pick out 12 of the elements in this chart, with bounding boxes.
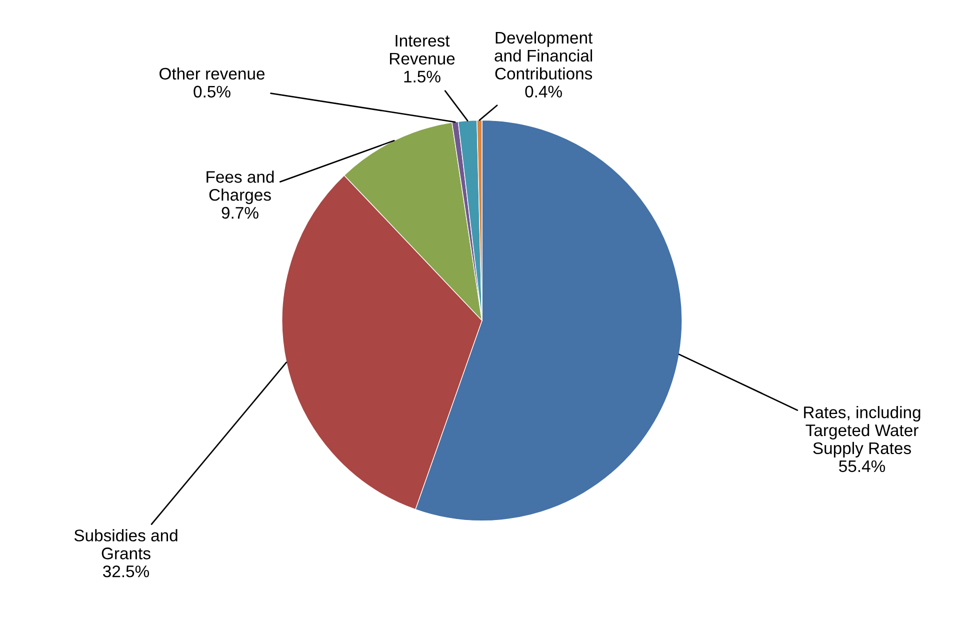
data-label: 0.4% [525, 86, 562, 98]
slice-label: Subsidies and Grants [74, 529, 178, 560]
slice-label: Rates, including Targeted Water Supply Rates [804, 406, 920, 458]
slice-label: Interest Revenue [390, 34, 455, 65]
slice-label: Fees and Charges [206, 170, 274, 204]
data-label: 0.5% [194, 86, 230, 98]
data-label: 55.4% [839, 460, 886, 472]
data-label: 9.7% [222, 206, 258, 219]
data-label: 1.5% [404, 70, 440, 83]
slice-label: Other revenue [160, 67, 265, 80]
data-label: 32.5% [103, 566, 150, 578]
slice-label: Development and Financial Contributions [494, 31, 593, 80]
